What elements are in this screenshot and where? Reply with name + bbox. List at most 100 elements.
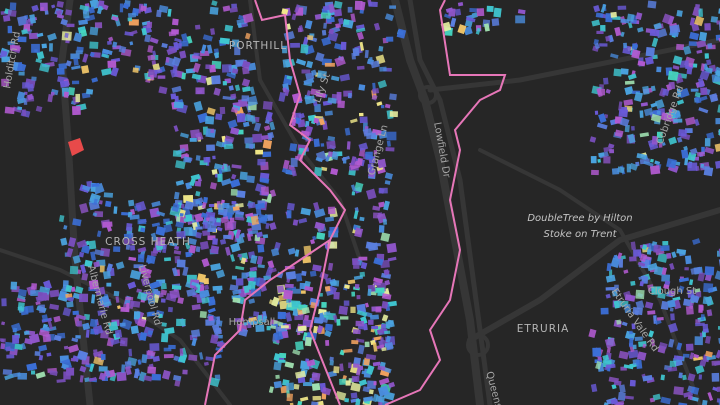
building	[153, 289, 161, 296]
building	[163, 347, 172, 352]
building	[636, 27, 644, 33]
building	[396, 28, 407, 39]
building	[385, 342, 394, 351]
building	[144, 293, 154, 298]
building	[285, 271, 297, 280]
building	[667, 70, 679, 81]
building	[88, 6, 95, 14]
roundabout	[418, 85, 438, 105]
building	[376, 282, 386, 292]
building	[231, 164, 242, 169]
building	[654, 99, 665, 110]
building	[333, 8, 343, 17]
building	[281, 167, 292, 175]
building	[324, 330, 332, 338]
building	[287, 302, 292, 308]
building	[195, 226, 203, 230]
building	[28, 32, 39, 40]
building	[713, 360, 720, 367]
building	[359, 216, 365, 222]
building	[610, 398, 619, 405]
building	[635, 289, 645, 300]
building	[327, 97, 337, 104]
building	[56, 14, 65, 19]
building	[189, 178, 196, 187]
building	[337, 17, 344, 25]
building	[250, 115, 256, 124]
building	[630, 280, 636, 286]
building	[694, 15, 705, 27]
building	[182, 369, 188, 375]
building	[700, 314, 705, 321]
building	[95, 286, 106, 296]
building	[693, 353, 700, 359]
building	[182, 266, 189, 277]
building	[324, 110, 333, 116]
building	[216, 316, 221, 325]
poi-label: Stoke on Trent	[544, 229, 618, 240]
building	[351, 291, 356, 297]
building	[94, 22, 103, 29]
building	[185, 68, 196, 74]
building	[348, 362, 352, 369]
building	[515, 15, 526, 24]
building	[690, 88, 699, 92]
building	[89, 26, 99, 36]
building	[673, 355, 684, 361]
building	[383, 268, 390, 276]
building	[79, 365, 87, 373]
building	[324, 216, 335, 222]
building	[58, 63, 67, 70]
building	[132, 67, 139, 73]
building	[343, 300, 350, 306]
building	[623, 269, 629, 274]
road	[407, 0, 493, 405]
building	[31, 370, 36, 375]
building	[667, 366, 678, 372]
building	[99, 265, 105, 273]
building	[702, 331, 707, 338]
building	[707, 391, 714, 401]
building	[253, 122, 262, 132]
building	[31, 4, 39, 12]
building	[639, 132, 650, 138]
building	[47, 32, 57, 42]
building	[262, 234, 269, 239]
building	[284, 361, 295, 369]
building	[179, 213, 184, 217]
building	[682, 391, 694, 398]
building	[315, 156, 323, 163]
building	[624, 124, 630, 133]
building	[281, 45, 288, 54]
building	[687, 395, 693, 401]
building	[624, 303, 632, 314]
building	[314, 52, 325, 62]
building	[231, 200, 237, 205]
building	[63, 225, 68, 230]
building	[257, 264, 265, 269]
building	[269, 121, 276, 131]
building	[353, 376, 358, 382]
building	[113, 206, 118, 214]
building	[297, 27, 302, 33]
building	[47, 94, 54, 103]
building	[215, 113, 223, 121]
building	[85, 88, 94, 95]
building	[152, 50, 157, 56]
building	[656, 110, 661, 115]
roundabout	[466, 333, 490, 357]
building	[381, 293, 392, 300]
building	[359, 271, 366, 278]
building	[347, 279, 356, 285]
building	[92, 212, 98, 217]
building	[694, 91, 701, 98]
building	[220, 215, 229, 224]
building	[29, 14, 37, 24]
building	[372, 361, 381, 367]
building	[222, 202, 230, 209]
building	[1, 321, 6, 326]
building	[372, 212, 381, 219]
building	[171, 285, 182, 290]
building	[684, 267, 689, 271]
building	[707, 43, 713, 49]
